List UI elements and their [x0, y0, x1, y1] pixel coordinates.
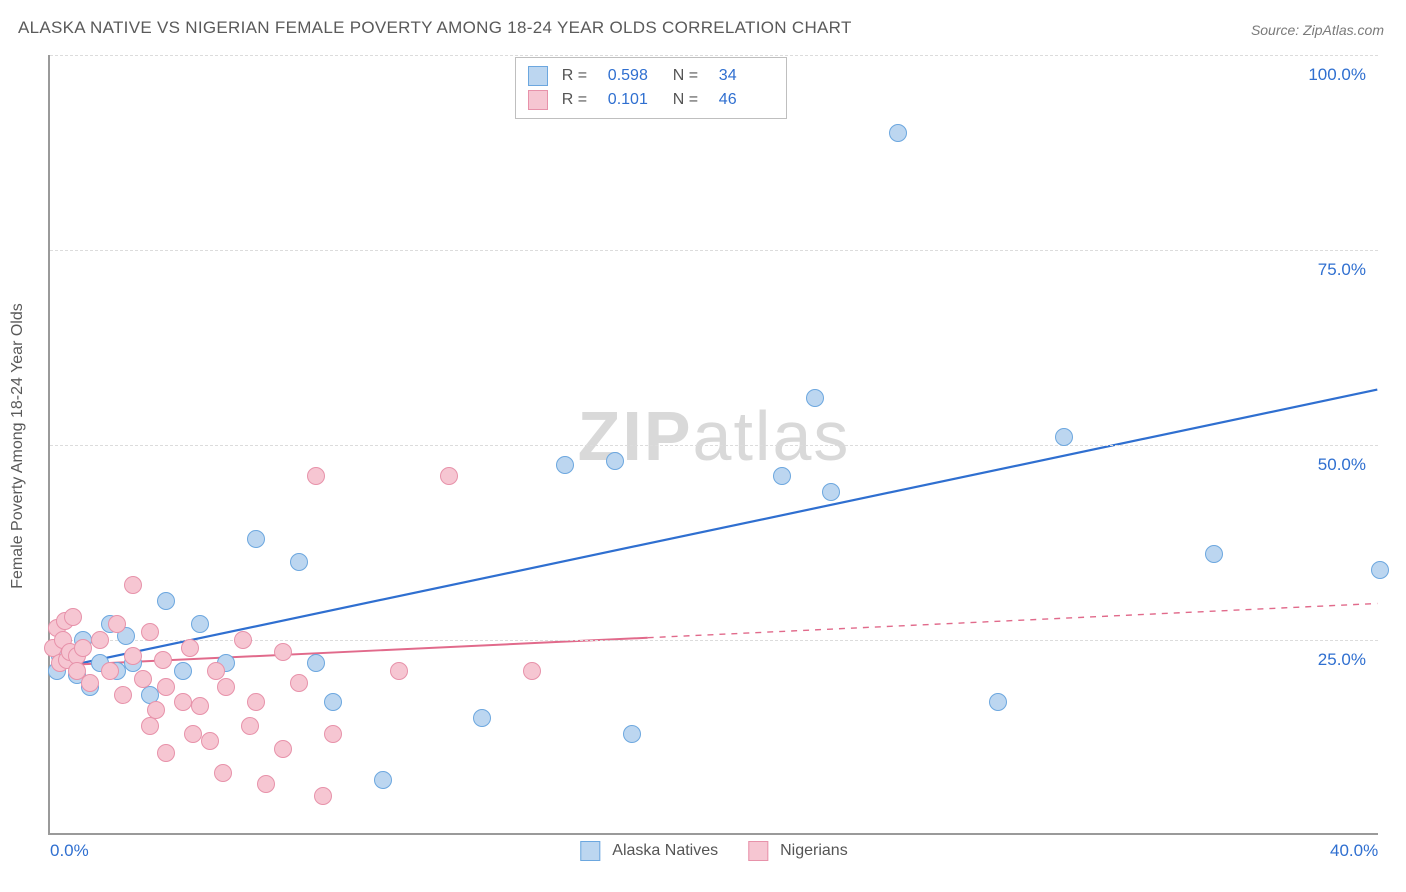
gridline: [50, 250, 1378, 251]
gridline: [50, 55, 1378, 56]
scatter-point-nigerians: [147, 701, 165, 719]
scatter-point-alaska: [157, 592, 175, 610]
scatter-point-alaska: [290, 553, 308, 571]
scatter-point-nigerians: [154, 651, 172, 669]
scatter-point-nigerians: [108, 615, 126, 633]
scatter-point-alaska: [1055, 428, 1073, 446]
y-tick-label: 75.0%: [1318, 260, 1366, 280]
scatter-point-nigerians: [440, 467, 458, 485]
scatter-point-nigerians: [307, 467, 325, 485]
regression-line-solid: [51, 390, 1378, 670]
scatter-point-nigerians: [191, 697, 209, 715]
y-tick-label: 50.0%: [1318, 455, 1366, 475]
scatter-point-alaska: [889, 124, 907, 142]
scatter-point-alaska: [1205, 545, 1223, 563]
scatter-point-nigerians: [134, 670, 152, 688]
scatter-point-nigerians: [217, 678, 235, 696]
scatter-point-nigerians: [234, 631, 252, 649]
legend-swatch: [580, 841, 600, 861]
scatter-point-nigerians: [241, 717, 259, 735]
scatter-point-nigerians: [174, 693, 192, 711]
scatter-point-nigerians: [141, 623, 159, 641]
legend-swatch: [748, 841, 768, 861]
regression-line-dashed: [648, 603, 1378, 637]
scatter-point-nigerians: [64, 608, 82, 626]
scatter-point-alaska: [324, 693, 342, 711]
x-tick-label: 0.0%: [50, 841, 89, 861]
y-axis-label: Female Poverty Among 18-24 Year Olds: [9, 303, 27, 589]
scatter-point-nigerians: [201, 732, 219, 750]
scatter-point-alaska: [247, 530, 265, 548]
scatter-point-alaska: [623, 725, 641, 743]
scatter-point-nigerians: [274, 740, 292, 758]
scatter-point-nigerians: [157, 678, 175, 696]
scatter-point-alaska: [606, 452, 624, 470]
scatter-point-alaska: [806, 389, 824, 407]
scatter-point-nigerians: [314, 787, 332, 805]
scatter-point-nigerians: [74, 639, 92, 657]
source-attribution: Source: ZipAtlas.com: [1251, 22, 1384, 38]
scatter-point-nigerians: [324, 725, 342, 743]
scatter-point-nigerians: [157, 744, 175, 762]
series-label: Nigerians: [780, 842, 848, 860]
plot-area: ZIPatlas R =0.598N =34R =0.101N =46 25.0…: [48, 55, 1378, 835]
scatter-point-nigerians: [290, 674, 308, 692]
scatter-point-nigerians: [124, 576, 142, 594]
scatter-point-nigerians: [390, 662, 408, 680]
scatter-point-nigerians: [257, 775, 275, 793]
scatter-point-nigerians: [214, 764, 232, 782]
scatter-point-alaska: [473, 709, 491, 727]
x-tick-label: 40.0%: [1330, 841, 1378, 861]
scatter-point-alaska: [773, 467, 791, 485]
series-legend-item: Nigerians: [748, 841, 848, 861]
scatter-point-nigerians: [274, 643, 292, 661]
scatter-point-nigerians: [114, 686, 132, 704]
scatter-point-alaska: [1371, 561, 1389, 579]
scatter-point-nigerians: [184, 725, 202, 743]
chart-title: ALASKA NATIVE VS NIGERIAN FEMALE POVERTY…: [18, 18, 852, 38]
series-legend-item: Alaska Natives: [580, 841, 718, 861]
scatter-point-nigerians: [247, 693, 265, 711]
scatter-point-alaska: [989, 693, 1007, 711]
scatter-point-nigerians: [141, 717, 159, 735]
gridline: [50, 445, 1378, 446]
scatter-point-alaska: [191, 615, 209, 633]
scatter-point-nigerians: [124, 647, 142, 665]
scatter-point-nigerians: [523, 662, 541, 680]
scatter-point-alaska: [822, 483, 840, 501]
scatter-point-alaska: [374, 771, 392, 789]
scatter-point-nigerians: [101, 662, 119, 680]
series-legend: Alaska Natives Nigerians: [580, 841, 847, 861]
series-label: Alaska Natives: [612, 842, 718, 860]
scatter-point-alaska: [556, 456, 574, 474]
scatter-point-nigerians: [81, 674, 99, 692]
scatter-point-alaska: [307, 654, 325, 672]
scatter-point-nigerians: [181, 639, 199, 657]
y-tick-label: 100.0%: [1308, 65, 1366, 85]
scatter-point-alaska: [174, 662, 192, 680]
scatter-point-nigerians: [91, 631, 109, 649]
y-tick-label: 25.0%: [1318, 650, 1366, 670]
